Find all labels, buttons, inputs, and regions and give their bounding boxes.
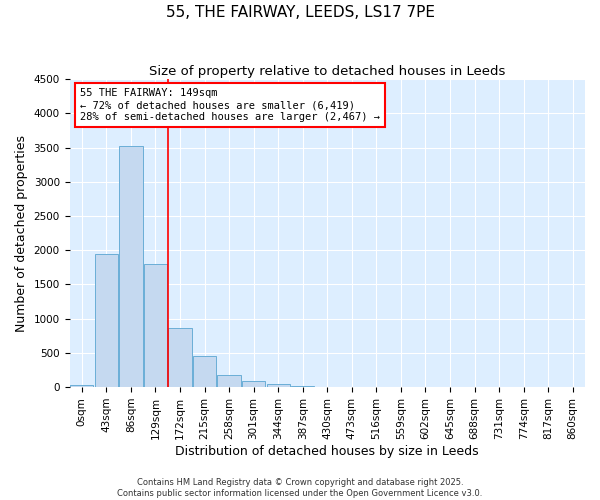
Y-axis label: Number of detached properties: Number of detached properties [15, 134, 28, 332]
Bar [169, 328, 191, 387]
Bar [70, 386, 94, 387]
Title: Size of property relative to detached houses in Leeds: Size of property relative to detached ho… [149, 65, 505, 78]
Text: 55, THE FAIRWAY, LEEDS, LS17 7PE: 55, THE FAIRWAY, LEEDS, LS17 7PE [166, 5, 434, 20]
Bar [119, 146, 143, 387]
Bar [266, 384, 290, 387]
Bar [217, 375, 241, 387]
Text: Contains HM Land Registry data © Crown copyright and database right 2025.
Contai: Contains HM Land Registry data © Crown c… [118, 478, 482, 498]
Text: 55 THE FAIRWAY: 149sqm
← 72% of detached houses are smaller (6,419)
28% of semi-: 55 THE FAIRWAY: 149sqm ← 72% of detached… [80, 88, 380, 122]
Bar [291, 386, 314, 387]
Bar [193, 356, 216, 387]
Bar [95, 254, 118, 387]
Bar [242, 380, 265, 387]
Bar [144, 264, 167, 387]
X-axis label: Distribution of detached houses by size in Leeds: Distribution of detached houses by size … [175, 444, 479, 458]
